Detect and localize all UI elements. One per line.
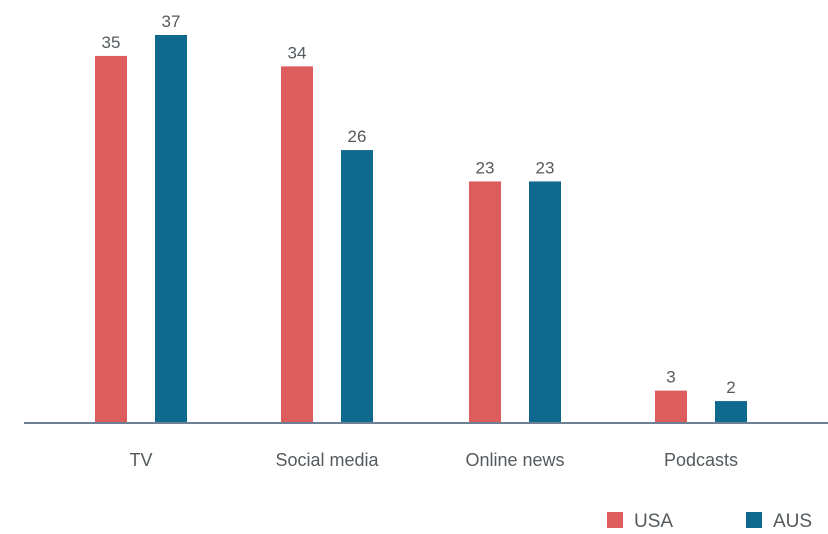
bar-aus-social-media	[341, 150, 373, 422]
legend: USA AUS	[607, 511, 812, 532]
value-label-usa-online-news: 23	[476, 158, 495, 177]
category-label-social-media: Social media	[275, 450, 379, 470]
category-label-tv: TV	[129, 450, 152, 470]
value-label-usa-social-media: 34	[288, 43, 307, 62]
category-labels-group: TV Social media Online news Podcasts	[129, 450, 738, 470]
bars-group	[95, 35, 747, 423]
bar-aus-online-news	[529, 181, 561, 422]
bar-usa-tv	[95, 55, 127, 423]
value-label-aus-social-media: 26	[348, 127, 367, 146]
legend-swatch-usa	[607, 512, 623, 528]
category-label-online-news: Online news	[465, 450, 564, 470]
value-label-usa-podcasts: 3	[666, 368, 675, 387]
bar-aus-tv	[155, 35, 187, 422]
legend-swatch-aus	[746, 512, 762, 528]
bar-usa-online-news	[469, 181, 501, 422]
legend-label-aus: AUS	[773, 511, 812, 532]
value-label-aus-podcasts: 2	[726, 378, 735, 397]
bar-usa-social-media	[281, 66, 313, 422]
bar-aus-podcasts	[715, 401, 747, 422]
value-label-usa-tv: 35	[102, 33, 121, 52]
value-labels-group: 35 37 34 26 23 23 3 2	[102, 12, 736, 397]
value-label-aus-online-news: 23	[536, 158, 555, 177]
bar-usa-podcasts	[655, 390, 687, 422]
category-label-podcasts: Podcasts	[664, 450, 738, 470]
legend-label-usa: USA	[634, 511, 673, 532]
value-label-aus-tv: 37	[162, 12, 181, 31]
